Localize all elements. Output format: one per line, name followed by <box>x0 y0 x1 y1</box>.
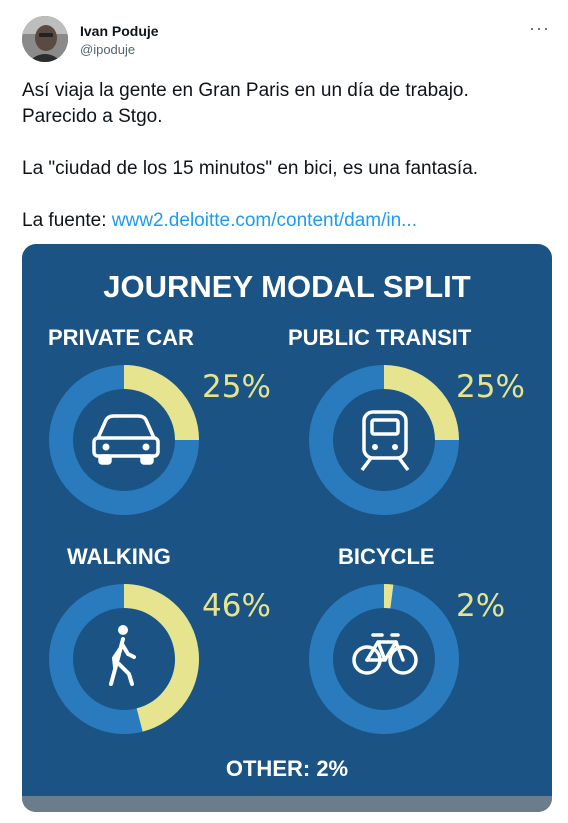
journey-modal-split-chart: JOURNEY MODAL SPLIT PRIVATE CAR PUBLIC T… <box>48 269 525 781</box>
source-link[interactable]: www2.deloitte.com/content/dam/in... <box>111 210 417 231</box>
tweet-header: Ivan Poduje @ipoduje ··· <box>22 14 552 64</box>
value-label: 2% <box>456 588 505 624</box>
donut-segment <box>123 365 199 441</box>
walking-person-icon <box>109 625 136 686</box>
category-label: WALKING <box>67 544 171 569</box>
author-name[interactable]: Ivan Poduje <box>80 23 159 39</box>
donut-segment <box>383 365 459 441</box>
train-icon <box>360 410 410 472</box>
bicycle-icon <box>352 633 418 675</box>
category-label: BICYCLE <box>338 544 435 569</box>
tweet-text-line: Así viaja la gente en Gran Paris en un d… <box>22 80 469 101</box>
value-label: 46% <box>202 588 271 624</box>
tweet-text-line: La "ciudad de los 15 minutos" en bici, e… <box>22 158 479 179</box>
donut-segment <box>383 584 394 609</box>
more-options-icon[interactable]: ··· <box>529 18 550 38</box>
category-label: PUBLIC TRANSIT <box>288 325 472 350</box>
value-label: 25% <box>456 369 525 405</box>
avatar[interactable] <box>22 16 68 62</box>
value-label: 25% <box>202 369 271 405</box>
chart-title: JOURNEY MODAL SPLIT <box>103 269 471 304</box>
tweet-image[interactable]: JOURNEY MODAL SPLIT PRIVATE CAR PUBLIC T… <box>22 244 552 812</box>
tweet-text: Así viaja la gente en Gran Paris en un d… <box>22 78 552 234</box>
author-handle[interactable]: @ipoduje <box>80 42 136 57</box>
tweet-source-line: La fuente: www2.deloitte.com/content/dam… <box>22 208 552 234</box>
source-prefix: La fuente: <box>22 210 112 231</box>
tweet-text-line: Parecido a Stgo. <box>22 106 163 127</box>
category-label: PRIVATE CAR <box>48 325 194 350</box>
other-label: OTHER: 2% <box>226 756 348 781</box>
donut-segment <box>123 584 199 732</box>
car-icon <box>92 414 160 465</box>
